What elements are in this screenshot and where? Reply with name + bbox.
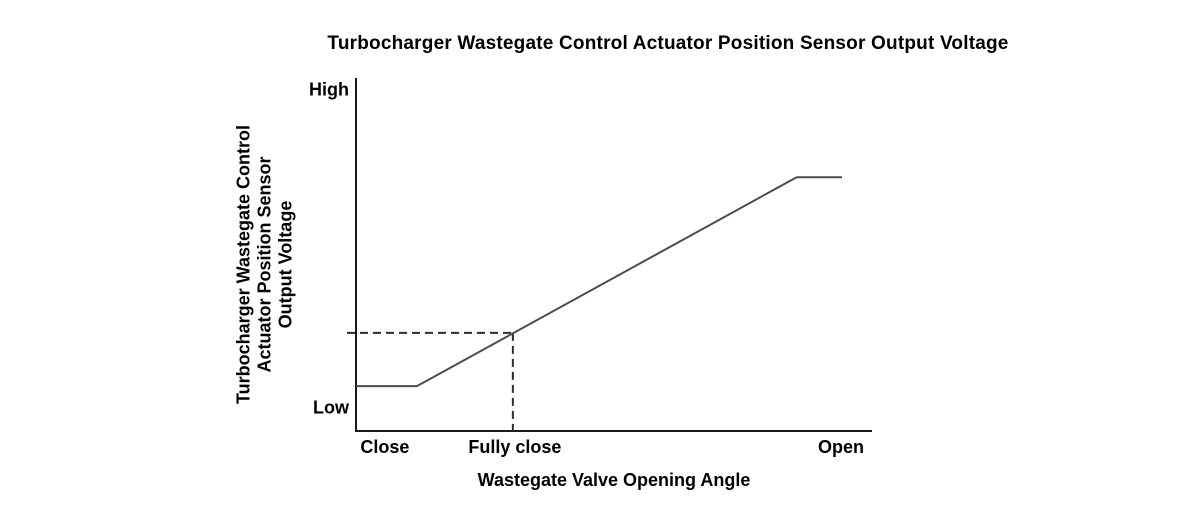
x-tick-close: Close [360, 437, 410, 457]
y-tick-high: High [309, 79, 349, 100]
axes-line [355, 78, 872, 432]
sensor-output-curve [356, 176, 843, 388]
y-axis-label-line-3: Output Voltage [275, 200, 296, 329]
x-tick-fully-close: Fully close [468, 437, 562, 457]
y-tick-low: Low [313, 397, 349, 418]
x-tick-open: Open [818, 437, 865, 457]
y-axis-label: Turbocharger Wastegate Control Actuator … [234, 115, 297, 415]
chart-title: Turbocharger Wastegate Control Actuator … [327, 33, 1009, 54]
y-axis-label-line-2: Actuator Position Sensor [254, 156, 275, 373]
x-axis-title: Wastegate Valve Opening Angle [477, 470, 751, 490]
y-axis-label-line-1: Turbocharger Wastegate Control [233, 124, 254, 405]
